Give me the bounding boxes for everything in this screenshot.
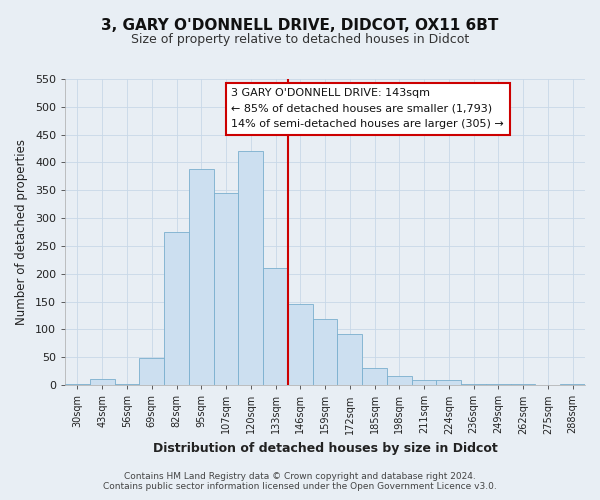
Bar [139,358,164,385]
Text: Size of property relative to detached houses in Didcot: Size of property relative to detached ho… [131,32,469,46]
Bar [511,384,535,385]
Bar [313,320,337,385]
Text: Contains public sector information licensed under the Open Government Licence v3: Contains public sector information licen… [103,482,497,491]
Bar [412,380,436,385]
Bar [436,380,461,385]
Text: 3 GARY O'DONNELL DRIVE: 143sqm
← 85% of detached houses are smaller (1,793)
14% : 3 GARY O'DONNELL DRIVE: 143sqm ← 85% of … [232,88,504,130]
Bar [164,232,189,385]
Bar [214,192,238,385]
Bar [560,384,585,385]
Y-axis label: Number of detached properties: Number of detached properties [15,139,28,325]
Bar [65,384,90,385]
Bar [461,384,486,385]
Bar [337,334,362,385]
Bar [90,379,115,385]
Bar [486,384,511,385]
Bar [288,304,313,385]
Bar [362,368,387,385]
Bar [115,384,139,385]
Bar [387,376,412,385]
Text: 3, GARY O'DONNELL DRIVE, DIDCOT, OX11 6BT: 3, GARY O'DONNELL DRIVE, DIDCOT, OX11 6B… [101,18,499,32]
Text: Contains HM Land Registry data © Crown copyright and database right 2024.: Contains HM Land Registry data © Crown c… [124,472,476,481]
Bar [263,268,288,385]
Bar [238,152,263,385]
Bar [189,169,214,385]
X-axis label: Distribution of detached houses by size in Didcot: Distribution of detached houses by size … [152,442,497,455]
